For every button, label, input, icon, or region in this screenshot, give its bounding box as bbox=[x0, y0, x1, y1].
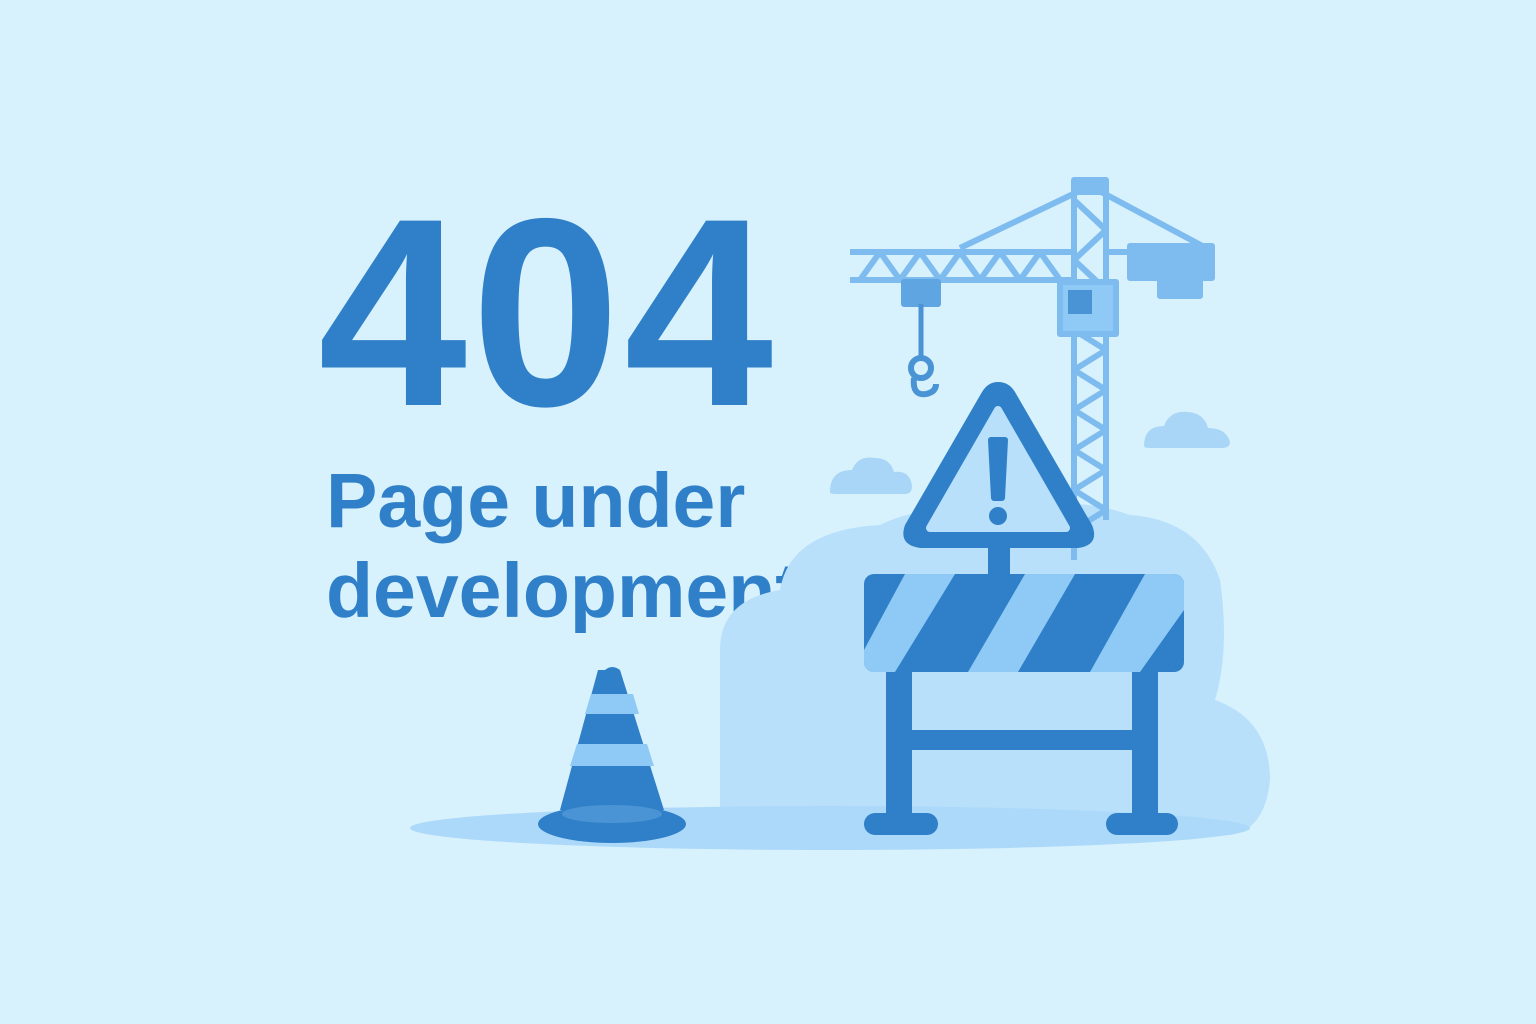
cloud-icon-right bbox=[1144, 411, 1230, 448]
traffic-cone-icon bbox=[538, 667, 686, 843]
error-message-line-1: Page under bbox=[326, 458, 746, 544]
error-message-line-2: development bbox=[326, 548, 801, 634]
cloud-icon-left bbox=[830, 457, 912, 494]
barrier-icon bbox=[864, 574, 1184, 835]
crane-icon bbox=[850, 177, 1215, 560]
error-code: 404 bbox=[318, 162, 778, 462]
error-message: Page under development bbox=[326, 456, 801, 636]
